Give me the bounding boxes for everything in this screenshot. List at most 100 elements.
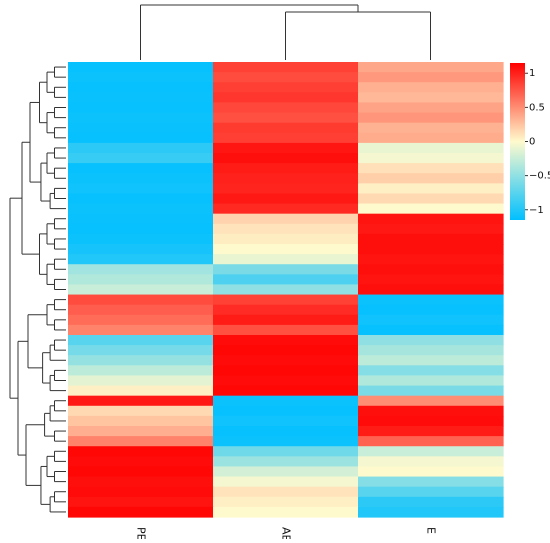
heatmap-cell <box>68 335 214 346</box>
heatmap-cell <box>213 112 359 124</box>
heatmap-cell <box>358 233 504 245</box>
heatmap-cell <box>68 274 214 286</box>
heatmap-cell <box>358 385 504 397</box>
heatmap-cell <box>358 203 504 215</box>
legend-tick-label: 0 <box>529 137 535 148</box>
heatmap-cell <box>68 112 214 124</box>
heatmap-cell <box>68 203 214 215</box>
heatmap-cell <box>68 163 214 174</box>
heatmap-cell <box>358 304 504 316</box>
color-bar <box>510 63 525 220</box>
heatmap-cell <box>213 355 359 366</box>
heatmap-cell <box>68 244 214 255</box>
heatmap-cell <box>213 153 359 164</box>
heatmap-cell <box>213 375 359 387</box>
heatmap-cell <box>358 274 504 286</box>
heatmap-cell <box>68 375 214 387</box>
heatmap-cell <box>358 395 504 407</box>
heatmap-cell <box>213 163 359 174</box>
heatmap-cell <box>68 254 214 265</box>
heatmap-cell <box>68 284 214 296</box>
color-legend: 1 0.5 0 −0.5 −1 <box>510 63 550 220</box>
heatmap-cell <box>358 102 504 114</box>
heatmap-cell <box>358 345 504 356</box>
heatmap-cell <box>358 183 504 195</box>
legend-tick-label: 0.5 <box>529 102 545 113</box>
heatmap-cell <box>358 355 504 366</box>
heatmap-cell <box>213 294 359 306</box>
heatmap-cell <box>358 62 504 73</box>
heatmap-cell <box>213 102 359 114</box>
column-dendrogram <box>140 4 431 60</box>
heatmap-cell <box>213 426 359 437</box>
heatmap-cell <box>358 446 504 457</box>
heatmap-cell <box>213 385 359 397</box>
heatmap-cell <box>213 436 359 447</box>
heatmap-cell <box>213 183 359 195</box>
heatmap-cell <box>358 415 504 427</box>
heatmap-cell <box>213 446 359 457</box>
heatmap-cell <box>358 456 504 468</box>
heatmap-cell <box>213 82 359 93</box>
heatmap-cell <box>358 426 504 437</box>
heatmap-cell <box>213 284 359 296</box>
heatmap-cell <box>68 264 214 275</box>
heatmap-cell <box>68 355 214 366</box>
heatmap-cell <box>358 173 504 184</box>
heatmap-cell <box>68 213 214 225</box>
heatmap-cell <box>68 405 214 417</box>
heatmap-cell <box>68 314 214 326</box>
heatmap-cell <box>358 254 504 265</box>
heatmap-cell <box>68 345 214 356</box>
heatmap-cell <box>358 92 504 104</box>
heatmap-cell <box>213 254 359 265</box>
heatmap-cell <box>68 456 214 468</box>
heatmap-cell <box>68 173 214 184</box>
heatmap-cell <box>68 193 214 205</box>
heatmap-cell <box>358 112 504 124</box>
heatmap-cell <box>213 415 359 427</box>
heatmap-cell <box>68 446 214 457</box>
heatmap-cell <box>358 153 504 164</box>
heatmap-cell <box>213 395 359 407</box>
heatmap-cell <box>358 72 504 83</box>
heatmap-cell <box>213 506 359 518</box>
heatmap-cell <box>213 466 359 478</box>
heatmap-cell <box>68 385 214 397</box>
heatmap-cell <box>213 173 359 184</box>
heatmap-cell <box>213 324 359 336</box>
heatmap-cell <box>68 486 214 498</box>
heatmap-cell <box>213 486 359 498</box>
heatmap-cell <box>68 466 214 478</box>
heatmap-cell <box>358 163 504 174</box>
heatmap-cell <box>68 506 214 518</box>
heatmap-cell <box>358 193 504 205</box>
heatmap-cell <box>358 375 504 387</box>
heatmap-cell <box>68 183 214 195</box>
heatmap-cell <box>358 476 504 488</box>
heatmap-cell <box>213 264 359 275</box>
legend-tick-label: 1 <box>529 68 535 79</box>
heatmap-cell <box>358 142 504 154</box>
heatmap-cell <box>213 345 359 356</box>
heatmap-cell <box>213 274 359 286</box>
heatmap-cell <box>68 304 214 316</box>
heatmap-cell <box>358 405 504 417</box>
column-label: AE <box>280 527 293 539</box>
heatmap-cell <box>68 365 214 377</box>
heatmap-cell <box>68 132 214 144</box>
column-label: PE <box>135 527 148 539</box>
heatmap-cell <box>68 294 214 306</box>
heatmap-cell <box>213 335 359 346</box>
heatmap-cell <box>68 476 214 488</box>
heatmap-cell <box>213 72 359 83</box>
heatmap-cell <box>358 284 504 296</box>
heatmap-cell <box>358 314 504 326</box>
heatmap-cell <box>68 233 214 245</box>
heatmap-cell <box>213 314 359 326</box>
heatmap-cell <box>68 395 214 407</box>
heatmap-cell <box>213 132 359 144</box>
heatmap-cell <box>213 405 359 417</box>
